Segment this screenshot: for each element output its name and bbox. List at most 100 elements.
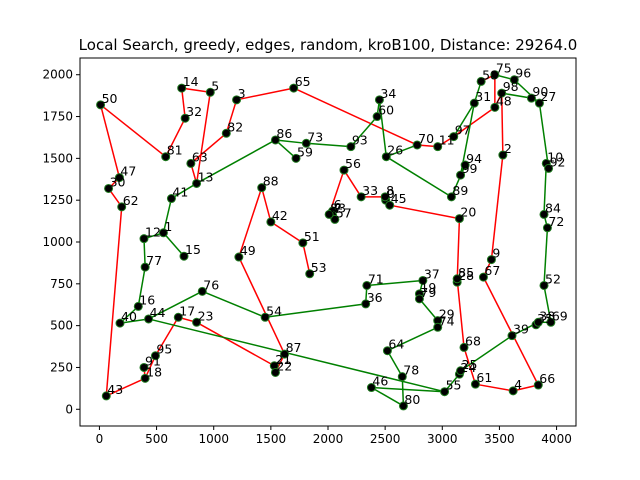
node-label: 26 <box>387 143 403 158</box>
green-edge <box>137 266 146 307</box>
node-label: 59 <box>297 144 313 159</box>
node-label: 1 <box>164 219 172 234</box>
node-point <box>382 346 392 356</box>
node-point <box>418 275 428 285</box>
red-edge <box>238 256 286 355</box>
node-point <box>456 366 466 376</box>
green-edge <box>196 139 276 185</box>
node-point <box>446 192 456 202</box>
node-point <box>539 280 549 290</box>
red-edge <box>456 278 465 348</box>
node-point <box>158 228 168 238</box>
node-label: 9 <box>492 246 500 261</box>
node-point <box>339 165 349 175</box>
node-point <box>140 373 150 383</box>
node-label: 73 <box>307 129 323 144</box>
node-label: 24 <box>460 360 476 375</box>
node-point <box>476 76 486 86</box>
node-point <box>280 349 290 359</box>
node-point <box>534 98 544 108</box>
node-label: 79 <box>420 285 436 300</box>
node-label: 75 <box>496 61 512 76</box>
x-tick-label: 2500 <box>370 432 401 446</box>
green-edge <box>265 303 366 319</box>
node-label: 47 <box>120 164 136 179</box>
y-tick-label: 1000 <box>42 235 73 249</box>
node-point <box>497 88 507 98</box>
node-label: 61 <box>476 370 492 385</box>
green-edge <box>275 139 307 145</box>
nodes <box>96 70 556 411</box>
green-edge <box>162 198 173 233</box>
red-edge <box>196 321 275 367</box>
node-label: 72 <box>548 214 564 229</box>
y-tick-label: 250 <box>50 360 73 374</box>
node-point <box>508 386 518 396</box>
node-point <box>433 322 443 332</box>
x-tick-label: 1500 <box>256 432 287 446</box>
node-point <box>459 342 469 352</box>
node-label: 14 <box>183 74 199 89</box>
node-label: 45 <box>391 191 407 206</box>
node-label: 46 <box>372 374 388 389</box>
node-point <box>361 299 371 309</box>
node-label: 19 <box>420 280 436 295</box>
node-point <box>533 380 543 390</box>
node-point <box>257 183 267 193</box>
node-point <box>166 194 176 204</box>
red-edge <box>456 218 461 283</box>
node-label: 2 <box>504 141 512 156</box>
node-point <box>150 351 160 361</box>
node-point <box>114 173 124 183</box>
x-tick-label: 2000 <box>313 432 344 446</box>
node-point <box>398 401 408 411</box>
node-label: 37 <box>424 266 440 281</box>
y-axis-ticks: 0 250 500 750 1000 1250 1500 1750 2000 <box>42 68 80 416</box>
node-label: 89 <box>452 183 468 198</box>
node-point <box>381 152 391 162</box>
x-tick-label: 0 <box>96 432 104 446</box>
node-label: 4 <box>514 377 522 392</box>
red-edge <box>236 87 294 101</box>
node-point <box>433 142 443 152</box>
node-point <box>356 192 366 202</box>
node-label: 99 <box>462 161 478 176</box>
node-label: 7 <box>334 201 342 216</box>
node-point <box>454 214 464 224</box>
node-label: 88 <box>263 174 279 189</box>
node-label: 48 <box>496 93 512 108</box>
green-edge <box>143 238 146 268</box>
node-label: 87 <box>286 340 302 355</box>
node-label: 91 <box>145 353 161 368</box>
red-edge <box>453 106 496 138</box>
node-label: 83 <box>330 200 346 215</box>
node-point <box>542 223 552 233</box>
red-edge <box>463 347 477 385</box>
node-label: 28 <box>458 268 474 283</box>
node-point <box>490 70 500 80</box>
node-label: 94 <box>466 151 482 166</box>
node-point <box>266 217 276 227</box>
y-tick-label: 500 <box>50 319 73 333</box>
node-point <box>372 112 382 122</box>
green-edge <box>538 103 550 169</box>
node-point <box>305 269 315 279</box>
x-axis-ticks: 0 500 1000 1500 2000 2500 3000 3500 4000 <box>96 426 572 446</box>
green-edge <box>148 318 445 393</box>
y-tick-label: 2000 <box>42 68 73 82</box>
node-point <box>115 318 125 328</box>
red-edge <box>165 117 186 158</box>
node-label: 13 <box>198 169 214 184</box>
green-edge <box>386 144 418 158</box>
red-edge <box>154 316 179 357</box>
node-label: 95 <box>156 342 172 357</box>
node-point <box>490 102 500 112</box>
node-label: 60 <box>378 103 394 118</box>
green-edge <box>385 156 452 198</box>
node-point <box>526 93 536 103</box>
node-point <box>397 372 407 382</box>
green-edge <box>543 285 552 323</box>
node-label: 44 <box>150 305 166 320</box>
red-edge <box>389 204 460 220</box>
node-point <box>221 128 231 138</box>
